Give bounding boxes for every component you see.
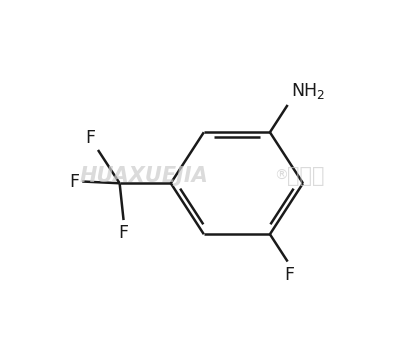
Text: HUAXUEJIA: HUAXUEJIA [80,166,209,186]
Text: F: F [119,224,128,242]
Text: 化学加: 化学加 [287,166,324,186]
Text: F: F [284,266,294,284]
Text: F: F [85,129,95,147]
Text: NH$_2$: NH$_2$ [291,82,325,101]
Text: F: F [69,173,79,190]
Text: ®: ® [274,169,288,183]
